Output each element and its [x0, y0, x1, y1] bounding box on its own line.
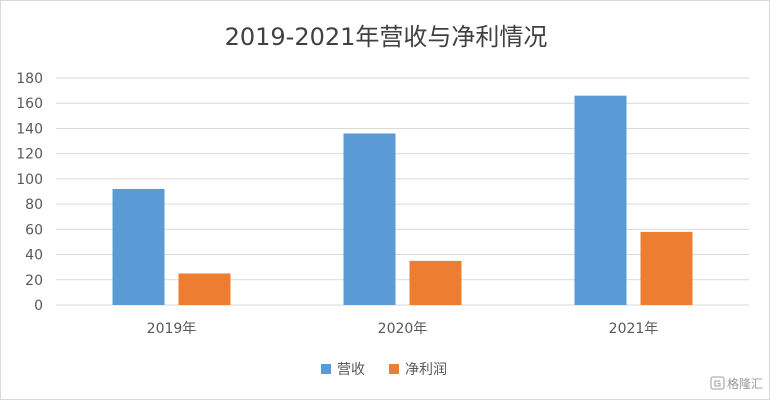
bar-net-profit: [178, 273, 231, 305]
y-tick-label: 180: [16, 71, 43, 87]
y-tick-label: 140: [16, 121, 43, 137]
legend-label: 营收: [337, 362, 365, 378]
legend-swatch: [321, 364, 331, 374]
y-tick-label: 20: [25, 273, 43, 289]
legend: 营收 净利润: [321, 362, 447, 378]
bar-revenue: [343, 133, 396, 305]
legend-label: 净利润: [405, 362, 447, 378]
gridlines: [56, 77, 749, 306]
legend-swatch: [389, 364, 399, 374]
glh-logo-icon: [710, 376, 725, 390]
watermark-text: 格隆汇: [727, 376, 763, 391]
y-tick-label: 80: [25, 197, 43, 213]
x-axis-ticks: 2019年 2020年 2021年: [147, 321, 659, 337]
bar-net-profit: [640, 231, 693, 305]
x-tick-label: 2019年: [147, 321, 197, 337]
bar-revenue: [574, 95, 627, 306]
y-tick-label: 0: [34, 298, 43, 314]
y-tick-label: 160: [16, 96, 43, 112]
y-axis-ticks: 0 20 40 60 80 100 120 140 160 180: [16, 71, 43, 314]
y-tick-label: 60: [25, 222, 43, 238]
y-tick-label: 120: [16, 147, 43, 163]
bar-revenue: [112, 188, 165, 305]
x-tick-label: 2021年: [609, 321, 659, 337]
watermark: 格隆汇: [710, 376, 763, 391]
y-tick-label: 40: [25, 248, 43, 264]
bars: [112, 95, 693, 306]
y-tick-label: 100: [16, 172, 43, 188]
bar-net-profit: [409, 260, 462, 305]
chart-title: 2019-2021年营收与净利情况: [225, 23, 548, 51]
x-tick-label: 2020年: [378, 321, 428, 337]
